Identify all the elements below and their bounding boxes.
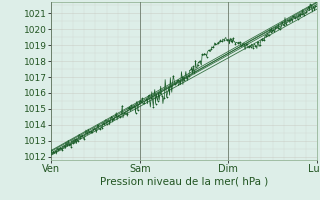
X-axis label: Pression niveau de la mer( hPa ): Pression niveau de la mer( hPa ) (100, 177, 268, 187)
